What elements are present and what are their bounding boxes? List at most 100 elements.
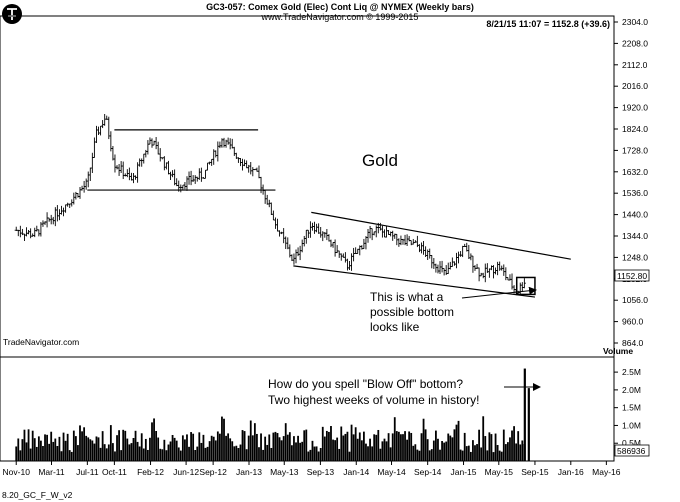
volume-bar (406, 439, 409, 461)
volume-bar (432, 440, 435, 461)
volume-bar (408, 431, 411, 461)
x-tick-label: Jan-15 (451, 467, 477, 477)
y-tick-label: 1632.0 (622, 167, 648, 177)
volume-bar (513, 426, 515, 461)
bottom-note: This is what a possible bottom looks lik… (370, 290, 454, 334)
volume-note-line-1: How do you spell "Blow Off" bottom? (268, 377, 463, 391)
volume-bar (381, 441, 384, 461)
volume-bar (486, 450, 489, 461)
volume-bar (299, 442, 302, 461)
y-tick-label: 2208.0 (622, 38, 648, 48)
volume-bar (74, 436, 77, 461)
volume-bar (239, 444, 242, 461)
volume-bar (202, 434, 205, 461)
volume-bar (241, 430, 244, 461)
volume-bar (130, 443, 133, 461)
volume-bar (157, 437, 160, 461)
volume-bar (46, 434, 48, 461)
volume-bar (218, 433, 221, 461)
volume-bar (60, 451, 63, 461)
volume-bar (70, 451, 73, 461)
volume-bar (214, 440, 217, 461)
volume-bar (48, 443, 51, 461)
volume-bar (377, 429, 380, 461)
x-tick-label: Sep-15 (521, 467, 549, 477)
bottom-note-line-3: looks like (370, 320, 420, 334)
volume-bar (206, 446, 209, 461)
volume-bar (173, 437, 176, 461)
volume-bar (171, 435, 174, 461)
volume-bar (264, 436, 267, 461)
annotation-lines (87, 129, 571, 391)
record-volume-bar (523, 368, 526, 461)
volume-bar (223, 418, 225, 461)
x-tick-label: Feb-12 (137, 467, 164, 477)
volume-bar (155, 430, 158, 461)
volume-bar (340, 426, 343, 461)
volume-bar (303, 430, 306, 461)
volume-bar (251, 435, 254, 461)
volume-bar (210, 435, 213, 461)
volume-note-line-2: Two highest weeks of volume in history! (268, 393, 479, 407)
volume-bar (17, 438, 20, 461)
y-tick-label: 864.0 (622, 338, 644, 348)
volume-bar (369, 438, 371, 461)
volume-bar (350, 424, 353, 461)
volume-bar (89, 439, 92, 461)
trade-navigator-logo (2, 4, 22, 24)
volume-bar (455, 424, 458, 461)
volume-bar (175, 440, 178, 461)
x-tick-label: Oct-11 (102, 467, 127, 477)
volume-bar (21, 439, 24, 461)
volume-bar (309, 449, 312, 461)
v-tick-label: 2.5M (622, 367, 641, 377)
volume-bar (498, 450, 501, 461)
volume-bar (165, 450, 168, 461)
x-tick-label: Jan-13 (236, 467, 262, 477)
volume-bar (412, 445, 415, 461)
x-tick-label: Jul-11 (76, 467, 99, 477)
volume-bar (68, 450, 71, 461)
y-tick-label: 2304.0 (622, 17, 648, 27)
volume-bar (149, 437, 151, 461)
volume-bar (118, 430, 120, 461)
volume-bar (437, 438, 439, 461)
volume-bar (212, 436, 215, 461)
volume-bar (416, 449, 419, 461)
volume-bar (256, 433, 258, 461)
volume-bar (463, 432, 466, 461)
volume-bar (190, 432, 192, 461)
volume-bar (44, 434, 46, 461)
volume-bar (15, 446, 18, 461)
last-price-value: 1152.80 (617, 271, 647, 281)
volume-bar (397, 431, 400, 461)
volume-bar (472, 440, 474, 461)
volume-bar (116, 435, 118, 461)
volume-bar (395, 431, 398, 461)
x-tick-label: May-14 (377, 467, 406, 477)
volume-bar (445, 441, 448, 461)
volume-bar (258, 447, 260, 461)
volume-bar (301, 441, 304, 461)
volume-bar (321, 426, 324, 461)
volume-bar (40, 440, 42, 461)
volume-bar (373, 434, 376, 461)
volume-bar (128, 444, 131, 461)
volume-bar (114, 451, 116, 461)
volume-bar (153, 418, 155, 461)
x-tick-label: Jan-16 (558, 467, 584, 477)
volume-bar (184, 439, 186, 461)
volume-bar (305, 429, 308, 461)
volume-bar (282, 436, 285, 461)
volume-bar (404, 431, 406, 461)
volume-bar (237, 448, 240, 461)
bottom-note-line-1: This is what a (370, 290, 444, 304)
volume-bar (385, 441, 388, 461)
volume-bar (231, 441, 234, 461)
series-label: Gold (362, 151, 398, 170)
volume-bar (216, 431, 219, 461)
volume-bar (233, 446, 236, 461)
volume-bar (519, 444, 522, 461)
y-tick-label: 1440.0 (622, 210, 648, 220)
volume-bar (120, 450, 123, 461)
